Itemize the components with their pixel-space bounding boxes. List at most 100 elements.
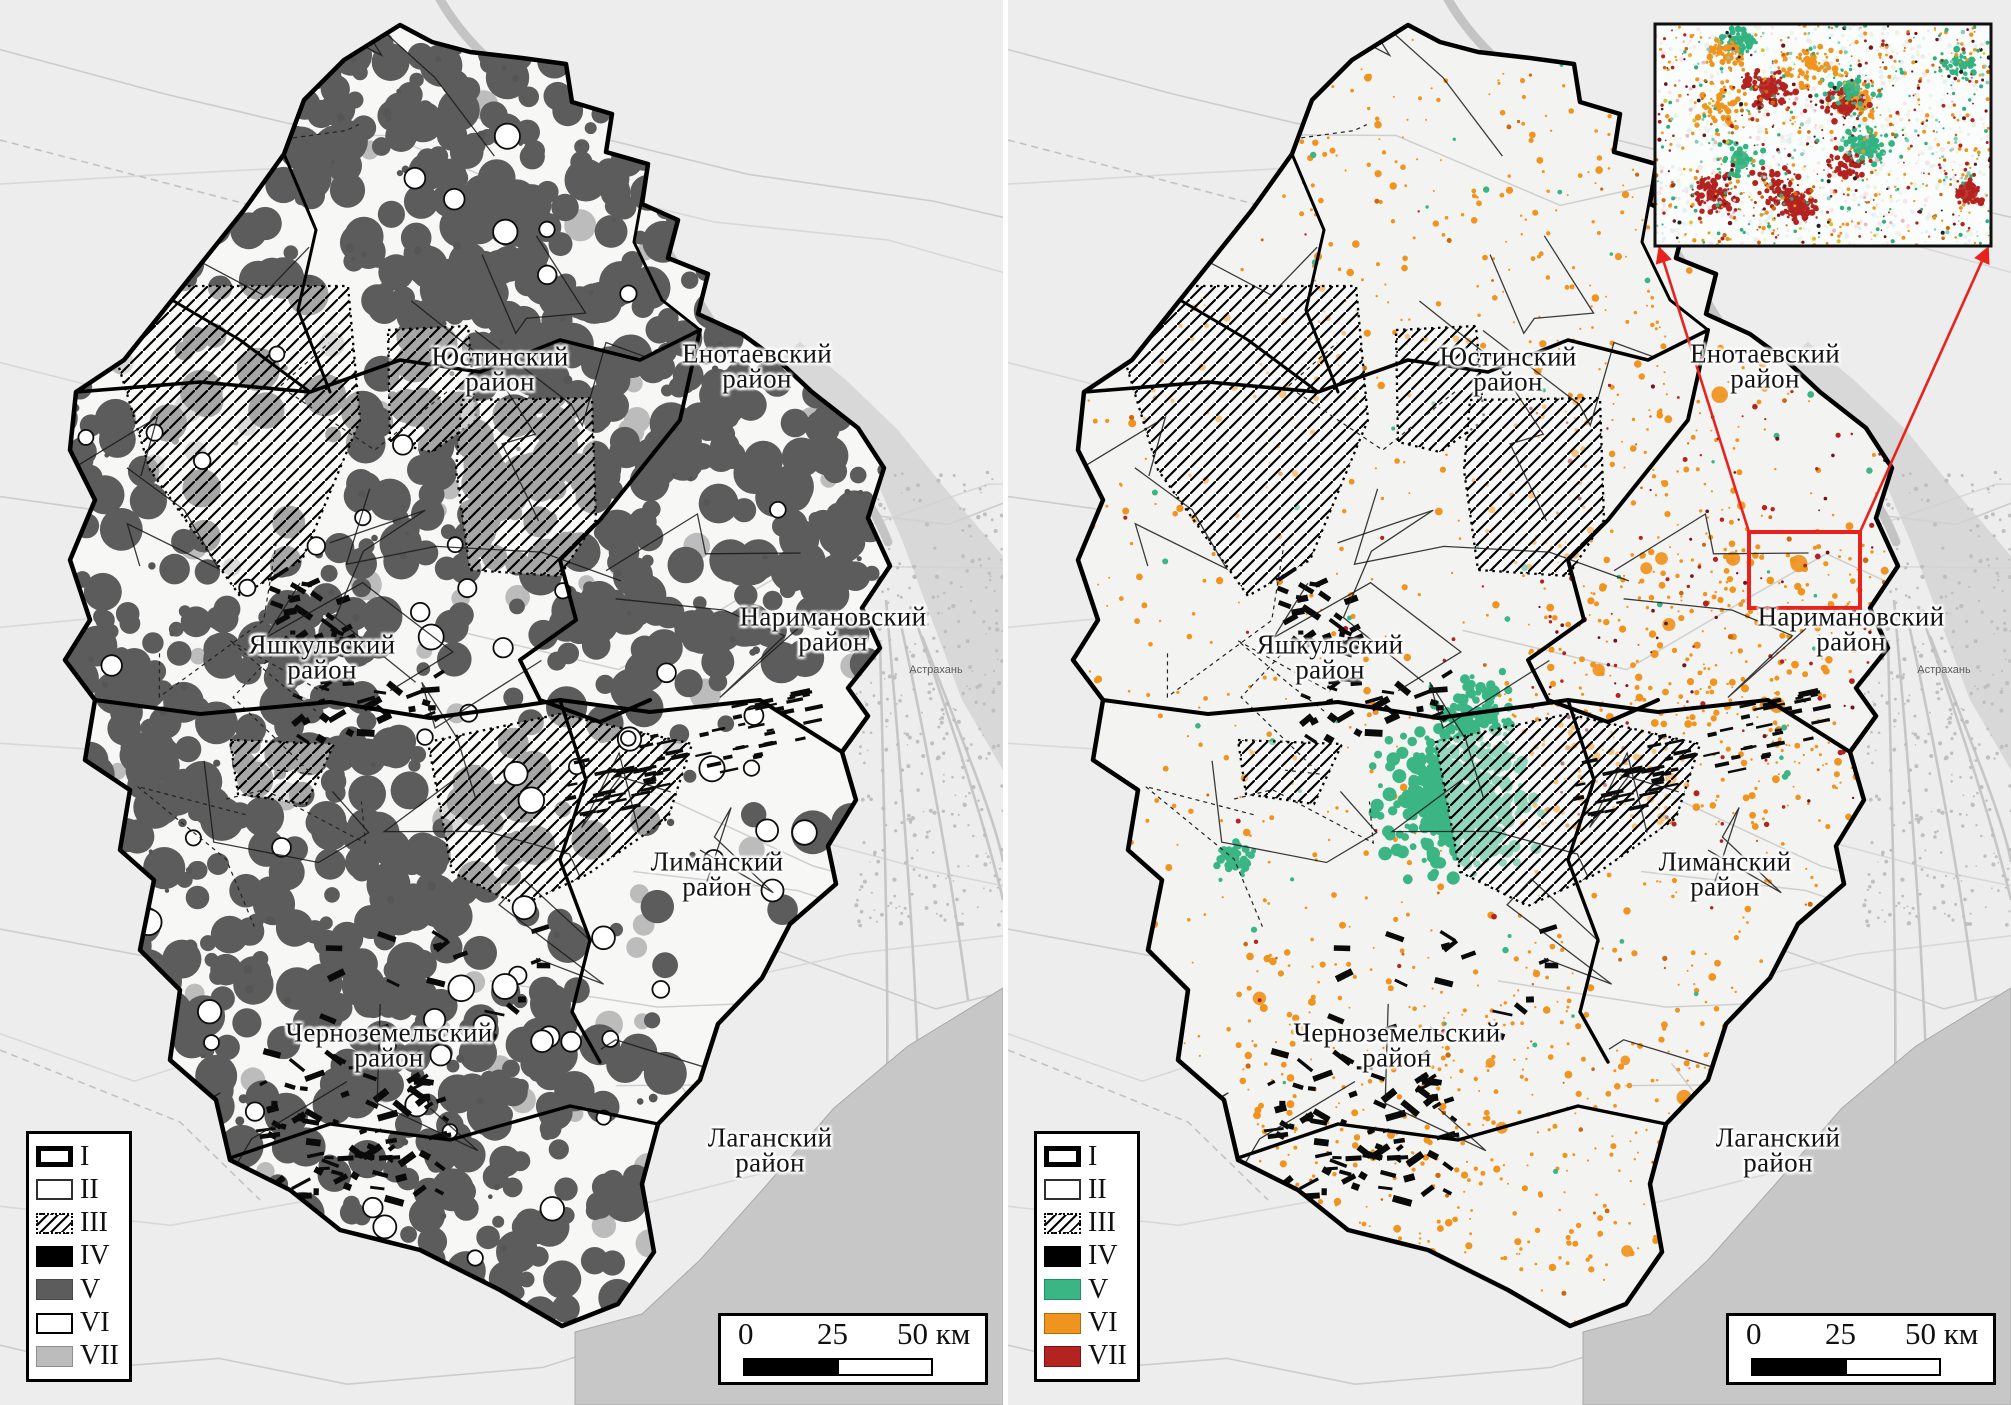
legend-label-I: I — [1088, 1140, 1098, 1172]
district-label-line2: район — [735, 1148, 805, 1178]
scale-segment-white — [837, 1360, 931, 1374]
legend-swatch-VII — [1044, 1345, 1081, 1367]
legend-label-V: V — [80, 1273, 101, 1305]
legend-label-IV: IV — [80, 1240, 110, 1272]
legend-item-IV: IV — [1044, 1240, 1130, 1272]
legend-label-VI: VI — [1088, 1307, 1118, 1339]
legend-swatch-II — [1044, 1179, 1081, 1201]
district-label-chernozemelsky: Черноземельский район — [285, 1017, 493, 1072]
legend-label-II: II — [1088, 1173, 1107, 1205]
district-label-line2: район — [1690, 872, 1760, 902]
legend-swatch-VI — [1044, 1312, 1081, 1334]
district-label-line2: район — [798, 627, 868, 657]
legend-label-III: III — [80, 1207, 108, 1239]
legend-swatch-V — [1044, 1279, 1081, 1301]
district-label-line1: Лиманский — [650, 846, 784, 877]
legend-item-VI: VI — [1044, 1307, 1130, 1339]
legend-label-VII: VII — [1088, 1340, 1127, 1372]
legend-label-I: I — [80, 1140, 90, 1172]
scale-bar-left: 0 25 50 км — [718, 1313, 988, 1385]
district-label-lagansky: Лаганский район — [1715, 1122, 1841, 1177]
map-canvas-left — [0, 0, 1003, 1405]
legend-left: I II III IV V VI VII — [26, 1131, 132, 1382]
legend-item-VII: VII — [1044, 1340, 1130, 1372]
legend-label-VI: VI — [80, 1307, 110, 1339]
district-label-yustinsky: Юстинский район — [431, 343, 568, 397]
district-label-line1: Черноземельский — [285, 1017, 493, 1048]
district-internal-borders — [74, 152, 844, 1160]
scale-tick-25: 25 — [1825, 1316, 1856, 1351]
district-label-line1: Наримановский — [739, 601, 927, 632]
scale-bar-segments — [743, 1358, 933, 1376]
district-label-limansky: Лиманский район — [1659, 848, 1792, 902]
district-label-line1: Юстинский — [1439, 341, 1577, 372]
legend-swatch-IV — [1044, 1245, 1081, 1267]
caspian-sea — [574, 987, 1003, 1405]
district-label-narimanovsky: Наримановский район — [739, 601, 927, 657]
legend-swatch-VI — [36, 1312, 73, 1334]
scale-tick-50km: 50 км — [897, 1316, 971, 1351]
legend-item-II: II — [36, 1173, 122, 1205]
legend-item-V: V — [1044, 1275, 1130, 1303]
district-label-line2: район — [682, 872, 752, 902]
district-label-line1: Енотаевский — [681, 338, 833, 369]
region-outline-class-i — [62, 22, 893, 1329]
class-iii-hatched-zones — [1124, 284, 1702, 908]
legend-swatch-VII — [36, 1345, 73, 1367]
legend-item-VI: VI — [36, 1307, 122, 1339]
legend-swatch-I — [1044, 1146, 1081, 1167]
scale-tick-50km: 50 км — [1905, 1316, 1979, 1351]
district-label-line1: Яшкульский — [1256, 629, 1404, 660]
legend-item-I: I — [36, 1140, 122, 1172]
scale-segment-black — [1753, 1360, 1845, 1374]
legend-swatch-IV — [36, 1245, 73, 1267]
right-map-panel: Юстинский район Енотаевский район Яшкуль… — [1008, 0, 2011, 1405]
district-label-line1: Лаганский — [707, 1122, 833, 1153]
legend-swatch-V — [36, 1279, 73, 1301]
legend-label-III: III — [1088, 1207, 1116, 1239]
callout-rectangle — [1747, 530, 1862, 610]
district-label-line2: район — [1816, 627, 1886, 657]
scale-bar-right: 0 25 50 км — [1726, 1313, 1996, 1385]
legend-swatch-III — [36, 1212, 73, 1234]
district-label-line1: Яшкульский — [248, 629, 396, 660]
legend-label-IV: IV — [1088, 1240, 1118, 1272]
magnified-inset — [1653, 22, 1993, 248]
district-label-line2: район — [1362, 1043, 1432, 1073]
district-label-chernozemelsky: Черноземельский район — [1293, 1017, 1501, 1073]
scale-bar-segments — [1751, 1358, 1941, 1376]
district-label-line1: Черноземельский — [1293, 1017, 1501, 1048]
district-label-line2: район — [1295, 655, 1365, 685]
caspian-sea — [1582, 987, 2011, 1405]
district-label-yashkulsky: Яшкульский район — [1256, 629, 1404, 685]
district-label-lagansky: Лаганский район — [707, 1122, 833, 1178]
legend-item-II: II — [1044, 1173, 1130, 1205]
scale-segment-white — [1845, 1360, 1939, 1374]
legend-item-I: I — [1044, 1140, 1130, 1172]
district-label-enotaevsky: Енотаевский район — [1690, 340, 1840, 393]
district-label-line2: район — [465, 367, 535, 397]
district-label-line1: Наримановский — [1757, 601, 1945, 632]
left-map-panel: Юстинский район Енотаевский район Яшкуль… — [0, 0, 1003, 1405]
legend-right: I II III IV V VI VII — [1034, 1131, 1140, 1382]
district-label-line2: район — [1473, 367, 1543, 397]
legend-swatch-III — [1044, 1212, 1081, 1234]
city-label-astrakhan: Астрахань — [1917, 664, 1971, 676]
scale-tick-25: 25 — [817, 1316, 848, 1351]
class-iii-hatched-zones — [116, 284, 694, 908]
district-label-line2: район — [287, 655, 357, 685]
legend-swatch-I — [36, 1146, 73, 1167]
legend-item-IV: IV — [36, 1240, 122, 1272]
district-label-enotaevsky: Енотаевский район — [681, 338, 833, 393]
scale-tick-0: 0 — [738, 1316, 754, 1351]
district-label-line1: Лаганский — [1715, 1122, 1841, 1153]
class-iv-black-patches — [1262, 566, 1832, 1207]
callout-lines — [1655, 245, 1990, 533]
legend-label-II: II — [80, 1173, 99, 1205]
map-canvas-right — [1008, 0, 2011, 1405]
legend-item-III: III — [36, 1207, 122, 1239]
legend-item-VII: VII — [36, 1342, 122, 1370]
legend-item-III: III — [1044, 1207, 1130, 1239]
scale-segment-black — [745, 1360, 837, 1374]
